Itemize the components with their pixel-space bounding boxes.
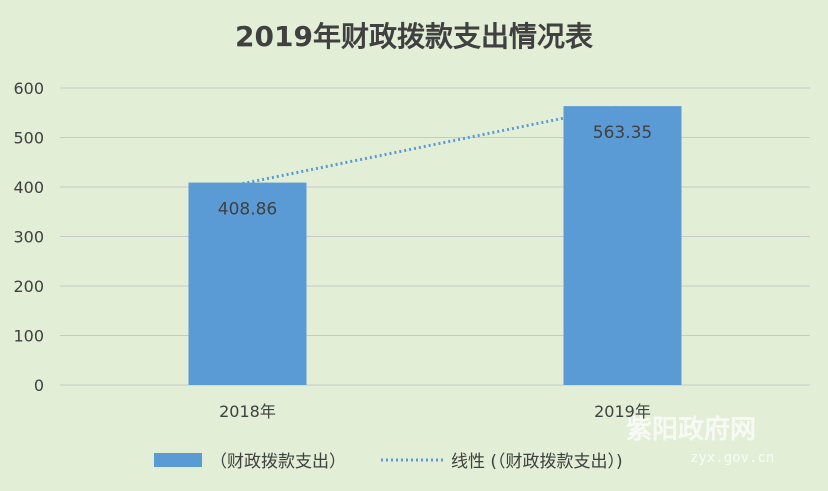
bar — [188, 182, 307, 385]
bars — [188, 106, 682, 385]
x-axis: 2018年 2019年 — [219, 402, 651, 421]
trendline-group — [242, 105, 618, 186]
watermark: 紫阳政府网 zyx.gov.cn — [626, 414, 774, 466]
y-axis: 0 100 200 300 400 500 600 — [13, 79, 44, 395]
x-tick-label: 2019年 — [594, 402, 651, 421]
watermark-main: 紫阳政府网 — [626, 414, 756, 445]
data-labels: 408.86 563.35 — [218, 123, 652, 219]
data-label: 563.35 — [593, 123, 652, 143]
y-tick-label: 400 — [13, 178, 44, 197]
y-tick-label: 600 — [13, 79, 44, 98]
y-tick-label: 500 — [13, 129, 44, 148]
legend: （财政拨款支出） 线性 (（财政拨款支出）) — [154, 452, 623, 472]
chart-title: 2019年财政拨款支出情况表 — [235, 20, 593, 53]
y-tick-label: 300 — [13, 228, 44, 247]
trendline — [242, 105, 618, 186]
bar — [563, 106, 682, 385]
y-tick-label: 100 — [13, 327, 44, 346]
watermark-sub: zyx.gov.cn — [690, 450, 774, 466]
legend-swatch-bar — [154, 453, 202, 467]
gridlines — [60, 87, 810, 386]
legend-label-bar: （财政拨款支出） — [210, 452, 346, 472]
data-label: 408.86 — [218, 200, 277, 220]
x-tick-label: 2018年 — [219, 402, 276, 421]
y-tick-label: 200 — [13, 277, 44, 296]
legend-label-trend: 线性 (（财政拨款支出）) — [451, 452, 623, 472]
y-tick-label: 0 — [34, 376, 44, 395]
